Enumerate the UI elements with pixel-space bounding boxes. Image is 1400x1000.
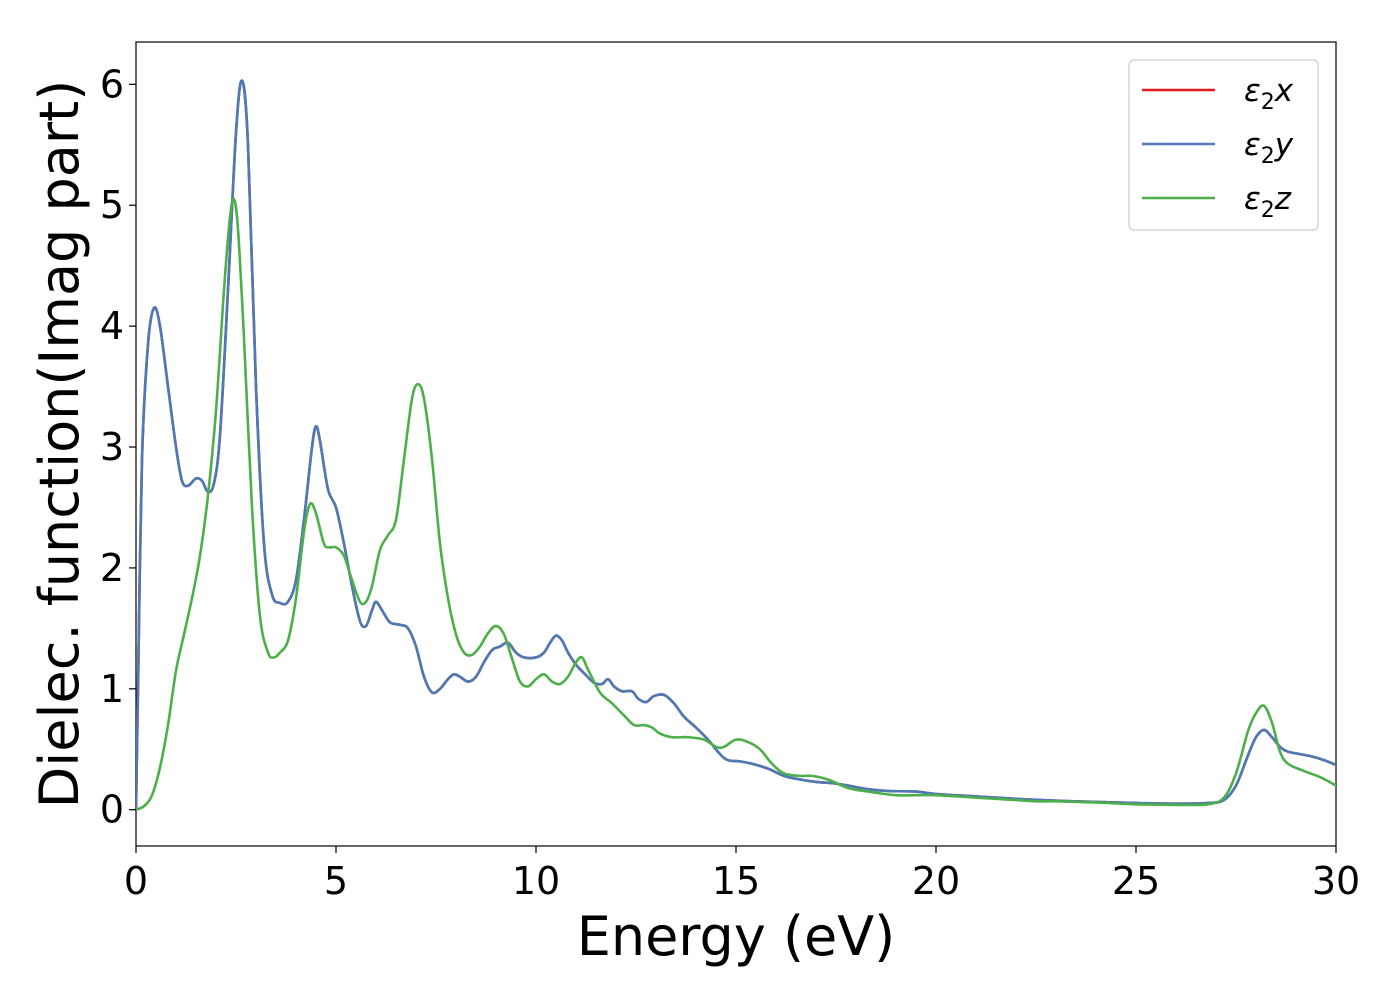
x-tick-label: 30 (1312, 859, 1360, 903)
x-axis-title: Energy (eV) (577, 905, 896, 968)
y-tick-label: 2 (100, 546, 124, 590)
series-layer (136, 79, 1336, 812)
x-tick-label: 5 (324, 859, 348, 903)
legend-label-eps2y: ε2y (1244, 127, 1294, 169)
series-line-eps2z (136, 197, 1336, 812)
legend-label-subscript: 2 (1261, 198, 1275, 223)
legend-label-component: z (1274, 181, 1292, 217)
legend-label-subscript: 2 (1261, 144, 1275, 169)
legend-label-subscript: 2 (1261, 90, 1275, 115)
legend-box (1128, 59, 1319, 231)
legend-label-component: x (1274, 73, 1294, 109)
x-tick-label: 15 (712, 859, 760, 903)
x-tick-label: 10 (512, 859, 560, 903)
y-tick-label: 5 (100, 183, 124, 227)
legend-label-symbol: ε (1244, 73, 1261, 109)
y-axis: 0 1 2 3 4 5 6 (100, 62, 136, 832)
x-tick-label: 25 (1112, 859, 1160, 903)
y-axis-title: Dielec. function(Imag part) (28, 80, 91, 809)
legend-label-symbol: ε (1244, 181, 1261, 217)
legend-label-eps2z: ε2z (1244, 181, 1292, 223)
y-tick-label: 6 (100, 62, 124, 106)
x-axis: 0 5 10 15 20 25 30 (124, 846, 1360, 903)
y-tick-label: 4 (100, 304, 124, 348)
y-tick-label: 3 (100, 425, 124, 469)
legend-label-eps2x: ε2x (1244, 73, 1294, 115)
y-tick-label: 0 (100, 788, 124, 832)
y-tick-label: 1 (100, 667, 124, 711)
legend-label-component: y (1274, 127, 1294, 163)
x-tick-label: 0 (124, 859, 148, 903)
legend-label-symbol: ε (1244, 127, 1261, 163)
x-tick-label: 20 (912, 859, 960, 903)
